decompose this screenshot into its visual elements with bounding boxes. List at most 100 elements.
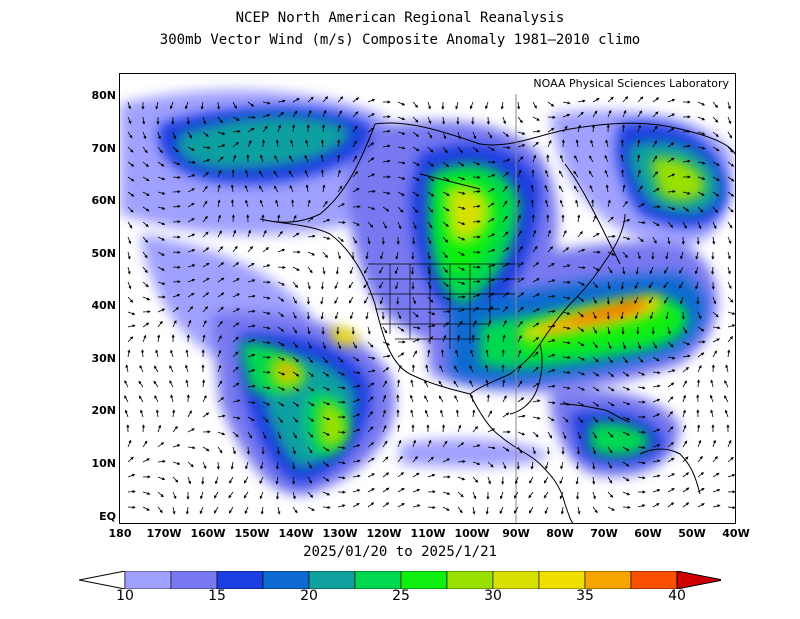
wind-vector <box>172 220 181 224</box>
wind-vector <box>457 308 466 313</box>
wind-vector <box>532 399 541 403</box>
wind-vector <box>275 476 279 485</box>
wind-vector <box>289 155 294 163</box>
wind-vector <box>352 489 361 493</box>
wind-vector <box>352 428 361 433</box>
wind-vector <box>562 326 571 330</box>
wind-vector <box>592 110 598 118</box>
wind-vector <box>292 326 297 334</box>
wind-vector <box>127 456 134 463</box>
wind-vector <box>337 430 346 434</box>
wind-vector <box>637 371 646 376</box>
wind-vector <box>127 266 131 275</box>
wind-vector <box>622 446 630 452</box>
wind-vector <box>187 131 193 139</box>
wind-vector <box>576 446 580 455</box>
wind-vector <box>637 154 641 163</box>
wind-vector <box>724 409 729 418</box>
wind-vector <box>291 199 295 208</box>
wind-vector <box>575 461 580 470</box>
wind-vector <box>337 154 341 163</box>
wind-vector <box>727 101 731 110</box>
wind-vector <box>172 293 181 298</box>
wind-vector <box>277 341 285 347</box>
lat-label-7: 10N <box>91 457 116 470</box>
wind-vector <box>652 474 661 478</box>
wind-vector <box>727 296 734 303</box>
wind-vector <box>472 220 481 224</box>
wind-vector <box>487 476 491 485</box>
wind-vector <box>247 339 256 343</box>
wind-vector <box>469 365 474 373</box>
wind-vector <box>262 341 271 345</box>
wind-vector <box>142 334 147 343</box>
wind-vector <box>442 440 448 448</box>
wind-vector <box>337 220 346 224</box>
wind-vector <box>664 296 669 304</box>
wind-vector <box>577 296 585 302</box>
wind-vector <box>157 131 161 140</box>
wind-vector <box>292 98 300 103</box>
wind-vector <box>127 505 136 509</box>
wind-vector <box>558 170 564 178</box>
wind-vector <box>127 296 134 303</box>
wind-vector <box>543 476 549 484</box>
wind-vector <box>397 131 406 135</box>
wind-vector <box>187 188 195 193</box>
wind-vector <box>487 188 495 193</box>
wind-vector <box>712 206 719 213</box>
wind-vector <box>607 506 615 511</box>
wind-vector <box>652 341 657 349</box>
wind-vector <box>604 169 609 178</box>
wind-vector <box>275 491 280 500</box>
wind-vector <box>502 262 510 268</box>
wind-vector <box>607 216 614 223</box>
wind-vector <box>667 410 674 418</box>
wind-vector <box>367 173 376 178</box>
lon-label-1: 170W <box>146 527 182 540</box>
wind-vector <box>157 176 166 181</box>
wind-vector <box>367 113 375 118</box>
wind-vector <box>202 461 207 470</box>
wind-vector <box>682 456 689 463</box>
wind-vector <box>499 506 504 515</box>
wind-vector <box>712 191 720 197</box>
wind-vector <box>142 506 150 511</box>
wind-vector <box>577 265 586 270</box>
wind-vector <box>577 281 586 286</box>
wind-vector <box>472 161 481 166</box>
wind-vector <box>380 251 384 260</box>
wind-vector <box>652 384 661 388</box>
wind-vector <box>649 311 654 320</box>
wind-vector <box>262 326 271 330</box>
wind-vector <box>696 379 701 388</box>
wind-vector <box>185 364 189 373</box>
wind-vector <box>352 503 360 508</box>
wind-vector <box>592 281 598 289</box>
wind-vector <box>697 101 706 106</box>
wind-vector <box>562 401 571 406</box>
wind-vector <box>487 264 496 268</box>
wind-vector <box>187 461 194 468</box>
wind-vector <box>322 341 326 350</box>
wind-vector <box>169 101 174 110</box>
wind-vector <box>172 319 177 328</box>
wind-vector <box>157 281 166 285</box>
wind-vector <box>472 444 481 448</box>
wind-vector <box>232 245 238 253</box>
wind-vector <box>307 461 312 469</box>
wind-vector <box>397 379 401 388</box>
wind-vector <box>217 131 226 135</box>
wind-vector <box>442 334 447 343</box>
wind-vector <box>502 395 507 403</box>
wind-vector <box>157 236 166 241</box>
lon-label-8: 100W <box>454 527 490 540</box>
wind-vector <box>637 185 643 193</box>
wind-vector <box>367 236 371 245</box>
colorbar-bin-2 <box>170 571 218 589</box>
wind-vector <box>682 206 690 212</box>
wind-vector <box>337 461 346 465</box>
wind-vector <box>382 456 389 463</box>
wind-vector <box>442 176 450 182</box>
wind-vector <box>216 461 220 470</box>
